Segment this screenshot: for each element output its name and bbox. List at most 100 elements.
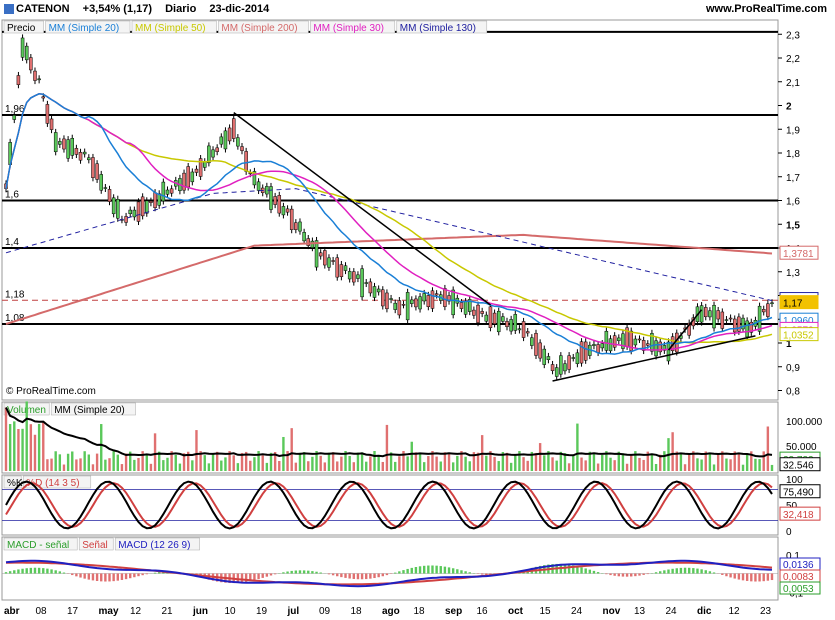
macd-hist-bar bbox=[439, 566, 442, 574]
macd-hist-bar bbox=[468, 572, 471, 574]
volume-bar bbox=[228, 451, 231, 471]
candle-body bbox=[149, 200, 153, 203]
macd-hist-bar bbox=[327, 573, 331, 575]
value-label: 1,17 bbox=[783, 299, 803, 310]
candle-body bbox=[124, 216, 128, 223]
candle-body bbox=[302, 232, 306, 242]
volume-value-label: 32.546 bbox=[783, 461, 814, 472]
candle-body bbox=[24, 45, 29, 61]
candle-body bbox=[273, 196, 277, 205]
value-label-box bbox=[779, 245, 819, 260]
macd-hist-bar bbox=[50, 569, 53, 574]
macd-hist-bar bbox=[340, 573, 343, 578]
value-label: 1,3781 bbox=[783, 249, 814, 260]
price-legend-text: MM (Simple 30) bbox=[313, 23, 384, 34]
volume-bar bbox=[576, 423, 579, 471]
volume-bar bbox=[108, 458, 111, 471]
candle-body bbox=[650, 333, 654, 352]
candle-body bbox=[58, 141, 62, 145]
volume-bar bbox=[472, 452, 476, 471]
macd-hist-bar bbox=[621, 573, 625, 577]
candle-body bbox=[629, 330, 633, 351]
volume-bar bbox=[489, 451, 492, 471]
volume-bar bbox=[269, 452, 273, 471]
volume-bar bbox=[642, 459, 645, 471]
macd-hist-bar bbox=[741, 573, 745, 581]
volume-bar bbox=[17, 429, 20, 471]
volume-bar bbox=[451, 462, 455, 471]
candle-body bbox=[20, 37, 25, 58]
volume-bar bbox=[422, 462, 426, 471]
volume-bar bbox=[431, 451, 434, 471]
candle-body bbox=[704, 307, 708, 318]
candle-body bbox=[757, 305, 762, 332]
candle-body bbox=[621, 333, 625, 349]
candle-body bbox=[277, 195, 282, 214]
volume-bar bbox=[149, 463, 153, 471]
ma30-line bbox=[5, 93, 773, 351]
macd-hist-bar bbox=[592, 570, 596, 574]
volume-bar bbox=[104, 459, 107, 471]
x-tick-label: oct bbox=[508, 606, 524, 617]
candle-body bbox=[472, 309, 476, 316]
macd-hist-bar bbox=[319, 572, 322, 574]
volume-bar bbox=[191, 460, 194, 471]
macd-hist-bar bbox=[8, 571, 12, 574]
candle-body bbox=[712, 304, 716, 329]
macd-hist-bar bbox=[71, 573, 74, 576]
macd-hist-bar bbox=[145, 573, 148, 575]
candle-body bbox=[335, 257, 339, 278]
price-tick-label: 1,9 bbox=[786, 125, 800, 136]
trendline bbox=[667, 309, 703, 351]
price-tick-label: 2 bbox=[786, 102, 792, 113]
candle-body bbox=[385, 292, 389, 310]
volume-bar bbox=[567, 463, 571, 471]
candles bbox=[4, 34, 774, 381]
candle-body bbox=[87, 157, 91, 161]
candle-body bbox=[356, 274, 360, 279]
x-tick-label: jun bbox=[192, 606, 208, 617]
volume-bar bbox=[659, 454, 662, 471]
macd-hist-bar bbox=[83, 573, 86, 579]
x-tick-label: 15 bbox=[540, 606, 552, 617]
candle-body bbox=[559, 355, 563, 375]
candle-body bbox=[66, 139, 70, 159]
macd-hist-bar bbox=[269, 573, 273, 576]
instrument-icon bbox=[4, 4, 14, 14]
macd-hist-bar bbox=[265, 573, 269, 577]
macd-hist-bar bbox=[273, 573, 277, 575]
candle-body bbox=[596, 344, 600, 353]
volume-bar bbox=[460, 451, 463, 471]
volume-bar bbox=[116, 454, 119, 471]
macd-hist-bar bbox=[613, 573, 616, 576]
candle-body bbox=[389, 298, 393, 300]
volume-bar bbox=[71, 451, 74, 471]
volume-bar bbox=[178, 463, 182, 471]
volume-bar bbox=[538, 443, 542, 471]
volume-bar bbox=[534, 452, 538, 471]
candle-body bbox=[434, 293, 439, 296]
copyright: © ProRealTime.com bbox=[6, 386, 96, 397]
macd-hist-bar bbox=[311, 571, 314, 574]
volume-bar bbox=[319, 455, 322, 471]
candle-body bbox=[513, 314, 518, 331]
macd-hist-bar bbox=[302, 570, 306, 574]
macd-hist-bar bbox=[17, 569, 20, 574]
macd-hist-bar bbox=[456, 569, 459, 574]
candle-body bbox=[716, 310, 720, 320]
macd-hist-bar bbox=[410, 567, 413, 574]
macd-hist-bar bbox=[158, 572, 161, 574]
macd-hist-bar bbox=[360, 573, 364, 580]
level-label: 1,4 bbox=[5, 237, 19, 248]
macd-hist-bar bbox=[679, 567, 683, 574]
macd-hist-bar bbox=[377, 573, 380, 578]
candle-body bbox=[720, 311, 725, 329]
site-url[interactable]: www.ProRealTime.com bbox=[705, 3, 827, 15]
volume-bar bbox=[621, 453, 625, 471]
volume-bar bbox=[654, 463, 658, 471]
macd-hist-bar bbox=[427, 565, 430, 574]
x-tick-label: 10 bbox=[225, 606, 237, 617]
level-label: 1,96 bbox=[5, 104, 25, 115]
candle-body bbox=[314, 240, 319, 268]
